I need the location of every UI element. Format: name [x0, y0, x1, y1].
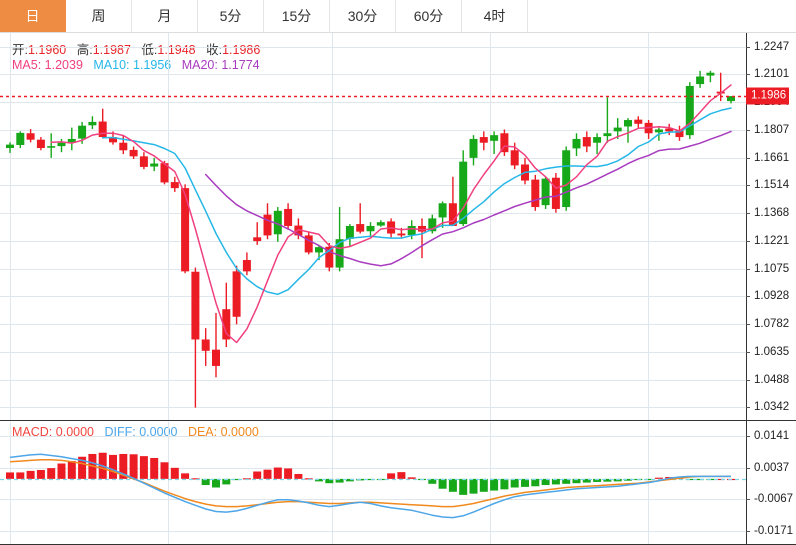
low-label: 低: [141, 43, 158, 57]
price-axis-tick [746, 324, 750, 325]
price-axis-tick-label: 1.1075 [754, 262, 790, 275]
high-value: 1.1987 [92, 43, 131, 57]
macd-legend: MACD: 0.0000 DIFF: 0.0000 DEA: 0.0000 [12, 425, 259, 439]
macd-label: MACD: [12, 425, 53, 439]
macd-value: 0.0000 [55, 425, 94, 439]
macd-axis-tick-label: -0.0067 [754, 493, 794, 506]
price-axis-tick-label: 1.0782 [754, 317, 790, 330]
tab-7[interactable]: 4时 [462, 0, 528, 32]
price-axis-tick [746, 158, 750, 159]
ohlc-legend: 开:1.1960 高:1.1987 低:1.1948 收:1.1986 [12, 39, 260, 58]
price-axis-tick-label: 1.1221 [754, 234, 790, 247]
axis-separator [746, 33, 747, 545]
price-axis-tick [746, 296, 750, 297]
tab-3[interactable]: 5分 [198, 0, 264, 32]
macd-axis-tick-label: 0.0037 [754, 461, 790, 474]
macd-axis-tick [746, 436, 750, 437]
price-axis-tick [746, 130, 750, 131]
low-value: 1.1948 [157, 43, 196, 57]
price-axis-tick-label: 1.0635 [754, 345, 790, 358]
price-axis-tick [746, 213, 750, 214]
tab-6[interactable]: 60分 [396, 0, 462, 32]
ma20-value: 1.1774 [221, 58, 260, 72]
period-tabbar[interactable]: 日周月 5分 15分 30分 60分 4时 [0, 0, 796, 33]
price-axis-tick [746, 407, 750, 408]
price-axis-tick-label: 1.0342 [754, 401, 790, 414]
price-axis-tick [746, 352, 750, 353]
price-axis-tick [746, 269, 750, 270]
ma5-value: 1.2039 [44, 58, 83, 72]
open-label: 开: [12, 43, 28, 57]
macd-axis-tick-label: 0.0141 [754, 429, 790, 442]
close-value: 1.1986 [222, 43, 261, 57]
price-axis-tick-label: 1.2101 [754, 68, 790, 81]
price-axis-tick [746, 185, 750, 186]
tab-5[interactable]: 30分 [330, 0, 396, 32]
ma20-label: MA20: [181, 58, 218, 72]
tabbar-filler [528, 0, 796, 32]
ma-legend: MA5: 1.2039 MA10: 1.1956 MA20: 1.1774 [12, 58, 260, 72]
ma10-value: 1.1956 [133, 58, 172, 72]
macd-axis-tick-label: -0.0171 [754, 525, 794, 538]
macd-axis-tick [746, 499, 750, 500]
price-axis-tick-label: 1.0488 [754, 373, 790, 386]
close-label: 收: [206, 43, 223, 57]
diff-value: 0.0000 [139, 425, 178, 439]
diff-label: DIFF: [104, 425, 136, 439]
price-axis-tick [746, 241, 750, 242]
tab-2[interactable]: 月 [132, 0, 198, 32]
macd-svg [0, 422, 746, 545]
ma5-label: MA5: [12, 58, 42, 72]
macd-axis-tick [746, 468, 750, 469]
dea-label: DEA: [187, 425, 218, 439]
tab-0[interactable]: 日 [0, 0, 66, 32]
price-axis-tick [746, 380, 750, 381]
pane-divider [0, 420, 796, 421]
price-axis-tick-label: 1.1807 [754, 124, 790, 137]
tab-1[interactable]: 周 [66, 0, 132, 32]
macd-axis-tick [746, 531, 750, 532]
price-axis-tick-label: 1.0928 [754, 290, 790, 303]
price-axis-tick [746, 47, 750, 48]
open-value: 1.1960 [27, 43, 67, 57]
price-axis-tick [746, 74, 750, 75]
current-price-tag: 1.1986 [746, 87, 790, 105]
price-axis-tick-label: 1.1368 [754, 207, 790, 220]
ma10-label: MA10: [93, 58, 130, 72]
price-axis-tick-label: 1.1514 [754, 179, 790, 192]
price-chart-pane[interactable] [0, 33, 746, 421]
macd-chart-pane[interactable] [0, 422, 746, 545]
tab-4[interactable]: 15分 [264, 0, 330, 32]
price-axis-tick-label: 1.2247 [754, 40, 790, 53]
high-label: 高: [76, 43, 93, 57]
dea-value: 0.0000 [220, 425, 259, 439]
price-axis-tick-label: 1.1661 [754, 151, 790, 164]
price-axis: 1.22471.21011.19541.18071.16611.15141.13… [746, 33, 796, 545]
candlestick-svg [0, 33, 746, 421]
